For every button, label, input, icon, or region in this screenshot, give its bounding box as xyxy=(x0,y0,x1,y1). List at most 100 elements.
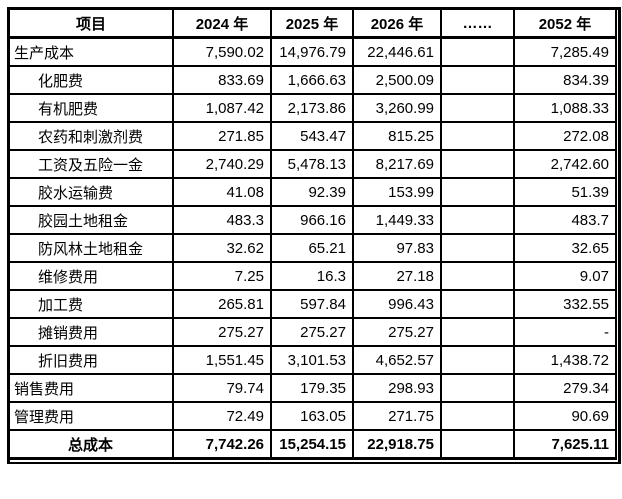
item-label-cell: 防风林土地租金 xyxy=(10,233,174,263)
value-cell xyxy=(440,233,515,263)
value-cell: 72.49 xyxy=(172,401,272,431)
table-row: 加工费 265.81 597.84 996.43 332.55 xyxy=(10,289,617,319)
value-cell: 32.62 xyxy=(172,233,272,263)
table-row: 有机肥费 1,087.42 2,173.86 3,260.99 1,088.33 xyxy=(10,93,617,123)
value-cell: 7,590.02 xyxy=(172,36,272,67)
value-cell: 22,446.61 xyxy=(352,36,442,67)
value-cell: 65.21 xyxy=(270,233,354,263)
value-cell: 9.07 xyxy=(513,261,617,291)
value-cell: 14,976.79 xyxy=(270,36,354,67)
table-row: 摊销费用 275.27 275.27 275.27- xyxy=(10,317,617,347)
value-cell xyxy=(440,373,515,403)
value-cell xyxy=(440,317,515,347)
value-cell: 5,478.13 xyxy=(270,149,354,179)
value-cell: 153.99 xyxy=(352,177,442,207)
table-row: 生产成本 7,590.02 14,976.79 22,446.61 7,285.49 xyxy=(10,36,617,67)
value-cell: - xyxy=(513,317,617,347)
value-cell: 834.39 xyxy=(513,65,617,95)
item-label-cell: 工资及五险一金 xyxy=(10,149,174,179)
value-cell: 7,625.11 xyxy=(513,429,617,460)
value-cell: 275.27 xyxy=(352,317,442,347)
value-cell: 833.69 xyxy=(172,65,272,95)
value-cell xyxy=(440,36,515,67)
value-cell: 298.93 xyxy=(352,373,442,403)
column-header: …… xyxy=(440,10,515,39)
header-row: 项目 2024 年 2025 年 2026 年…… 2052 年 xyxy=(10,10,617,39)
item-label-cell: 摊销费用 xyxy=(10,317,174,347)
value-cell: 815.25 xyxy=(352,121,442,151)
value-cell: 90.69 xyxy=(513,401,617,431)
value-cell xyxy=(440,93,515,123)
value-cell: 97.83 xyxy=(352,233,442,263)
value-cell: 543.47 xyxy=(270,121,354,151)
value-cell: 1,666.63 xyxy=(270,65,354,95)
column-header: 2026 年 xyxy=(352,10,442,39)
value-cell: 1,551.45 xyxy=(172,345,272,375)
item-label-cell: 有机肥费 xyxy=(10,93,174,123)
column-header: 2052 年 xyxy=(513,10,617,39)
value-cell: 483.7 xyxy=(513,205,617,235)
value-cell: 1,449.33 xyxy=(352,205,442,235)
value-cell: 597.84 xyxy=(270,289,354,319)
item-label-cell: 折旧费用 xyxy=(10,345,174,375)
value-cell: 16.3 xyxy=(270,261,354,291)
item-label-cell: 生产成本 xyxy=(10,36,174,67)
table-row: 总成本 7,742.26 15,254.15 22,918.75 7,625.11 xyxy=(10,429,617,460)
value-cell xyxy=(440,345,515,375)
column-header: 2024 年 xyxy=(172,10,272,39)
value-cell xyxy=(440,289,515,319)
item-label-cell: 加工费 xyxy=(10,289,174,319)
item-label-cell: 管理费用 xyxy=(10,401,174,431)
item-label-cell: 胶水运输费 xyxy=(10,177,174,207)
item-label-cell: 总成本 xyxy=(10,429,174,460)
value-cell: 483.3 xyxy=(172,205,272,235)
value-cell: 15,254.15 xyxy=(270,429,354,460)
value-cell: 32.65 xyxy=(513,233,617,263)
table-row: 销售费用 79.74 179.35 298.93 279.34 xyxy=(10,373,617,403)
value-cell: 41.08 xyxy=(172,177,272,207)
table-row: 胶水运输费 41.08 92.39 153.99 51.39 xyxy=(10,177,617,207)
value-cell xyxy=(440,121,515,151)
value-cell: 8,217.69 xyxy=(352,149,442,179)
table-row: 农药和刺激剂费 271.85 543.47 815.25 272.08 xyxy=(10,121,617,151)
value-cell xyxy=(440,177,515,207)
value-cell: 265.81 xyxy=(172,289,272,319)
column-header: 2025 年 xyxy=(270,10,354,39)
value-cell: 163.05 xyxy=(270,401,354,431)
value-cell xyxy=(440,429,515,460)
value-cell xyxy=(440,149,515,179)
value-cell: 275.27 xyxy=(270,317,354,347)
table-row: 折旧费用 1,551.45 3,101.53 4,652.57 1,438.72 xyxy=(10,345,617,375)
table-row: 维修费用 7.25 16.3 27.18 9.07 xyxy=(10,261,617,291)
item-label-cell: 胶园土地租金 xyxy=(10,205,174,235)
value-cell: 332.55 xyxy=(513,289,617,319)
value-cell xyxy=(440,261,515,291)
table-row: 胶园土地租金 483.3 966.16 1,449.33 483.7 xyxy=(10,205,617,235)
value-cell: 22,918.75 xyxy=(352,429,442,460)
value-cell xyxy=(440,401,515,431)
value-cell: 7,285.49 xyxy=(513,36,617,67)
value-cell: 966.16 xyxy=(270,205,354,235)
value-cell: 1,087.42 xyxy=(172,93,272,123)
value-cell xyxy=(440,65,515,95)
value-cell: 92.39 xyxy=(270,177,354,207)
value-cell: 79.74 xyxy=(172,373,272,403)
item-label-cell: 农药和刺激剂费 xyxy=(10,121,174,151)
table-row: 化肥费 833.69 1,666.63 2,500.09 834.39 xyxy=(10,65,617,95)
value-cell: 2,742.60 xyxy=(513,149,617,179)
value-cell: 996.43 xyxy=(352,289,442,319)
table-body: 生产成本 7,590.02 14,976.79 22,446.61 7,285.49 化肥… xyxy=(10,36,617,460)
column-header: 项目 xyxy=(10,10,174,39)
value-cell: 271.75 xyxy=(352,401,442,431)
table-row: 防风林土地租金 32.62 65.21 97.83 32.65 xyxy=(10,233,617,263)
value-cell: 272.08 xyxy=(513,121,617,151)
table-row: 管理费用 72.49 163.05 271.75 90.69 xyxy=(10,401,617,431)
item-label-cell: 销售费用 xyxy=(10,373,174,403)
value-cell: 2,500.09 xyxy=(352,65,442,95)
cost-table: 项目 2024 年 2025 年 2026 年…… 2052 年 生产成本 7,590.0… xyxy=(10,10,617,460)
item-label-cell: 维修费用 xyxy=(10,261,174,291)
value-cell: 3,260.99 xyxy=(352,93,442,123)
value-cell: 179.35 xyxy=(270,373,354,403)
value-cell: 51.39 xyxy=(513,177,617,207)
value-cell: 7.25 xyxy=(172,261,272,291)
